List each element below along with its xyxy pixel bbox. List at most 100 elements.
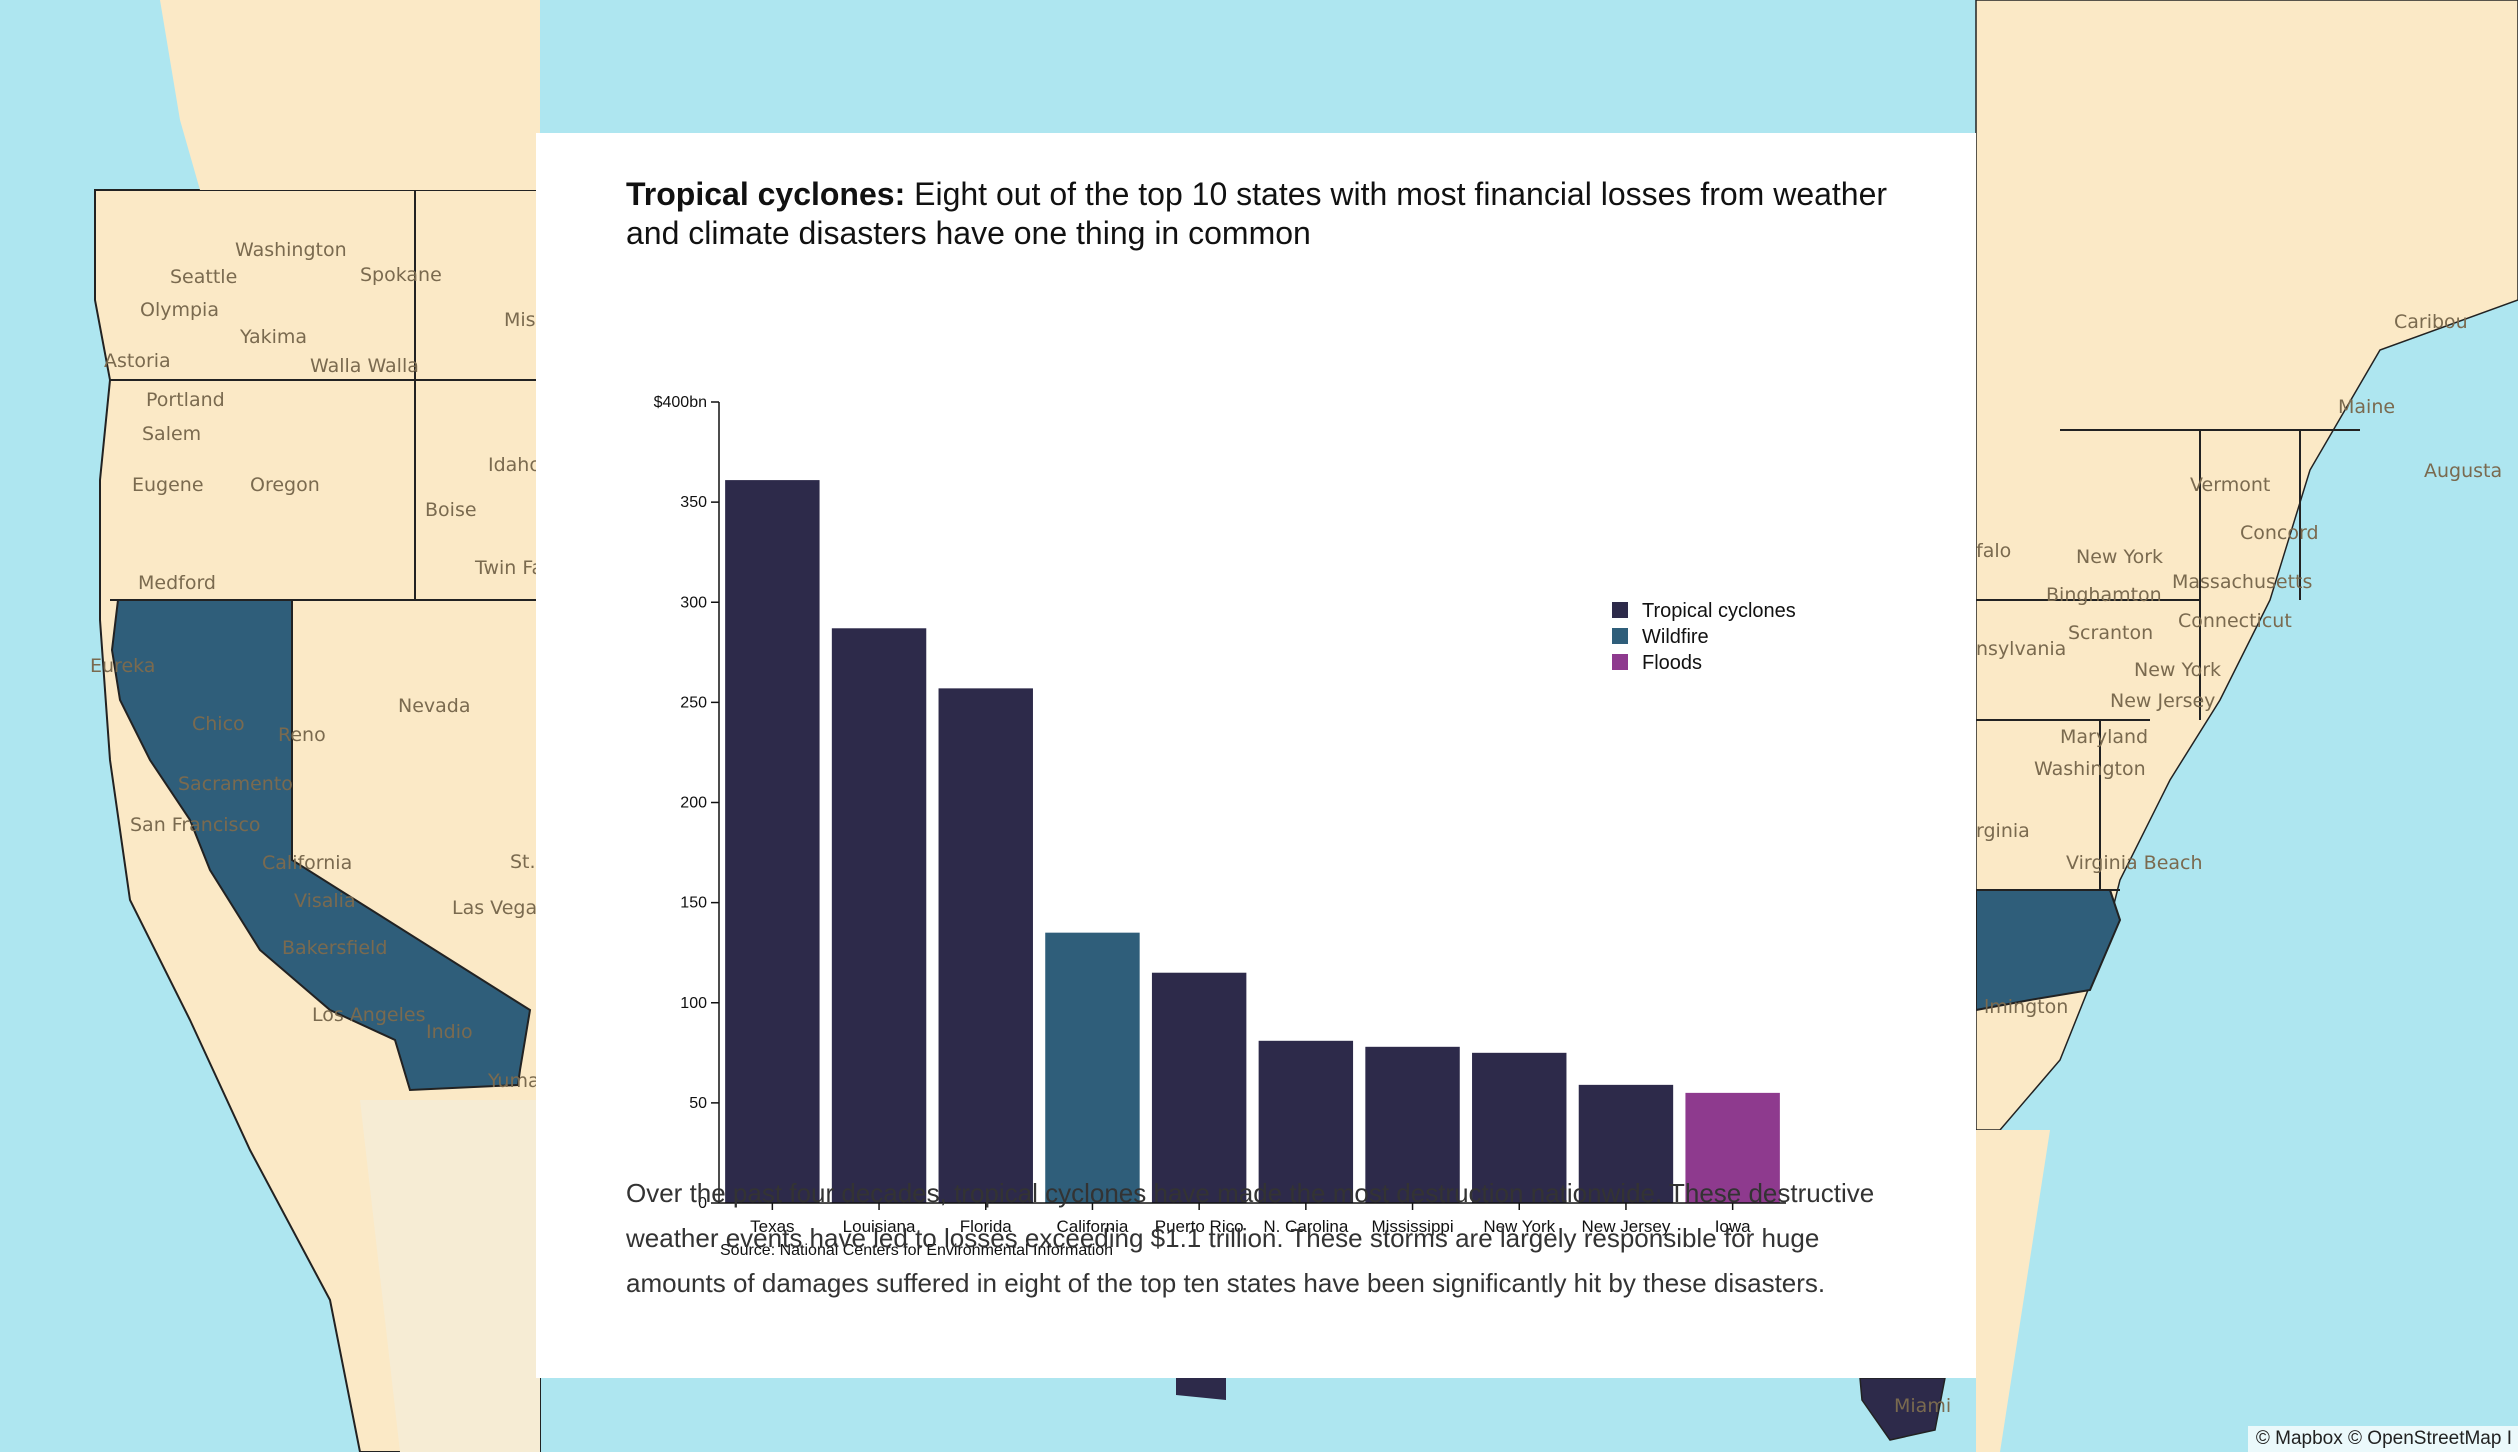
- map-label: Yakima: [239, 326, 307, 348]
- legend-label: Floods: [1642, 652, 1702, 674]
- x-tick-label: Iowa: [1715, 1217, 1751, 1236]
- florida-tip: [1859, 1377, 1946, 1441]
- canada-west: [160, 0, 540, 190]
- chart-title-rest: Eight out of the top 10 states with most…: [626, 176, 1888, 251]
- bar-mississippi[interactable]: [1365, 1046, 1460, 1203]
- map-label: Reno: [278, 724, 326, 746]
- map-label: lmington: [1984, 996, 2068, 1018]
- chart-source: Source: National Centers for Environment…: [720, 1242, 1113, 1258]
- map-label: Los Angeles: [312, 1004, 425, 1026]
- map-label: St.: [510, 851, 536, 873]
- map-label: Miami: [1894, 1395, 1951, 1417]
- map-label: Augusta: [2424, 460, 2502, 482]
- map-label: San Francisco: [130, 814, 261, 836]
- y-axis: 0 50 100 150 200 250 300 350 $400bn: [654, 394, 720, 1212]
- bar-new-york[interactable]: [1472, 1052, 1567, 1203]
- north-carolina-shape: [1975, 889, 2122, 1012]
- map-label: Nevada: [398, 695, 471, 717]
- x-tick-label: California: [1057, 1217, 1129, 1236]
- y-tick-label: 100: [680, 995, 707, 1012]
- map-labels: Washington Seattle Spokane Olympia YakimaWal…: [90, 239, 2502, 1417]
- map-label: rginia: [1976, 820, 2030, 842]
- legend-swatch: [1612, 654, 1628, 670]
- map-label: California: [262, 852, 352, 874]
- legend: Tropical cyclones Wildfire Floods: [1612, 600, 1796, 674]
- map-label: Bakersfield: [282, 937, 387, 959]
- map-label: Portland: [146, 389, 225, 411]
- y-tick-label: 150: [680, 895, 707, 912]
- map-label: nsylvania: [1976, 638, 2066, 660]
- x-tick-label: New York: [1483, 1217, 1555, 1236]
- map-label: Astoria: [104, 350, 171, 372]
- x-tick-label: Texas: [750, 1217, 794, 1236]
- x-tick-label: Florida: [960, 1217, 1013, 1236]
- map-label: Maine: [2338, 396, 2395, 418]
- chart-title-bold: Tropical cyclones:: [626, 176, 906, 212]
- map-label: Miss: [504, 309, 545, 331]
- map-label: Connecticut: [2178, 610, 2292, 632]
- bar-n-carolina[interactable]: [1258, 1040, 1354, 1203]
- map-label: Maryland: [2060, 726, 2148, 748]
- legend-swatch: [1612, 602, 1628, 618]
- y-tick-label: $400bn: [654, 394, 707, 411]
- map-label: Scranton: [2068, 622, 2153, 644]
- x-tick-label: New Jersey: [1582, 1217, 1671, 1236]
- chart-card: Tropical cyclones: Eight out of the top …: [536, 133, 1976, 1378]
- map-label: Eureka: [90, 655, 155, 677]
- map-label: Yuma: [487, 1070, 540, 1092]
- map-label: Visalia: [294, 890, 356, 912]
- y-tick-label: 0: [698, 1195, 707, 1212]
- map-label: Chico: [192, 713, 245, 735]
- y-tick-label: 50: [689, 1095, 707, 1112]
- bar-louisiana[interactable]: [831, 628, 927, 1203]
- map-label: Eugene: [132, 474, 204, 496]
- legend-label: Tropical cyclones: [1642, 600, 1796, 622]
- x-tick-label: Mississippi: [1371, 1217, 1453, 1236]
- legend-swatch: [1612, 628, 1628, 644]
- bar-california[interactable]: [1045, 932, 1140, 1203]
- california-shape: [110, 599, 532, 1092]
- bar-puerto-rico[interactable]: [1151, 972, 1247, 1203]
- chart-title: Tropical cyclones: Eight out of the top …: [626, 175, 1926, 253]
- map-label: Idaho: [488, 454, 541, 476]
- x-tick-label: N. Carolina: [1263, 1217, 1349, 1236]
- bar-texas[interactable]: [725, 480, 820, 1203]
- legend-label: Wildfire: [1642, 626, 1709, 648]
- map-attribution[interactable]: © Mapbox © OpenStreetMap I: [2247, 1426, 2518, 1452]
- y-tick-label: 200: [680, 795, 707, 812]
- map-label: Oregon: [250, 474, 320, 496]
- map-label: Washington: [2034, 758, 2146, 780]
- east-landmass: [1975, 0, 2518, 1131]
- map-label: Caribou: [2394, 311, 2468, 333]
- bars: [725, 480, 1780, 1203]
- map-label: Twin Fa: [474, 557, 543, 579]
- bar-florida[interactable]: [938, 688, 1033, 1203]
- map-label: New York: [2134, 659, 2221, 681]
- map-label: Binghamton: [2046, 584, 2162, 606]
- map-label: Indio: [426, 1021, 473, 1043]
- map-label: Medford: [138, 572, 216, 594]
- y-tick-label: 250: [680, 694, 707, 711]
- map-label: New York: [2076, 546, 2163, 568]
- map-label: Spokane: [360, 264, 442, 286]
- map-label: Washington: [235, 239, 347, 261]
- map-label: Sacramento: [178, 773, 293, 795]
- map-label: falo: [1976, 540, 2011, 562]
- map-label: Concord: [2240, 522, 2319, 544]
- map-label: Las Vegas: [452, 897, 547, 919]
- body-paragraph: Over the past four decades, tropical cyc…: [626, 1178, 1875, 1298]
- bar-new-jersey[interactable]: [1578, 1084, 1674, 1203]
- x-tick-label: Louisiana: [843, 1217, 916, 1236]
- map-label: Seattle: [170, 266, 237, 288]
- bar-chart: 0 50 100 150 200 250 300 350 $400bn Texas Louisia…: [654, 394, 1796, 1258]
- map-label: Walla Walla: [310, 355, 419, 377]
- x-tick-label: Puerto Rico: [1155, 1217, 1244, 1236]
- y-tick-label: 350: [680, 494, 707, 511]
- map-label: New Jersey: [2110, 690, 2215, 712]
- map-label: Salem: [142, 423, 201, 445]
- map-label: Virginia Beach: [2066, 852, 2203, 874]
- map-label: Vermont: [2190, 474, 2270, 496]
- y-tick-label: 300: [680, 594, 707, 611]
- map-label: Olympia: [140, 299, 219, 321]
- bar-iowa[interactable]: [1685, 1092, 1780, 1203]
